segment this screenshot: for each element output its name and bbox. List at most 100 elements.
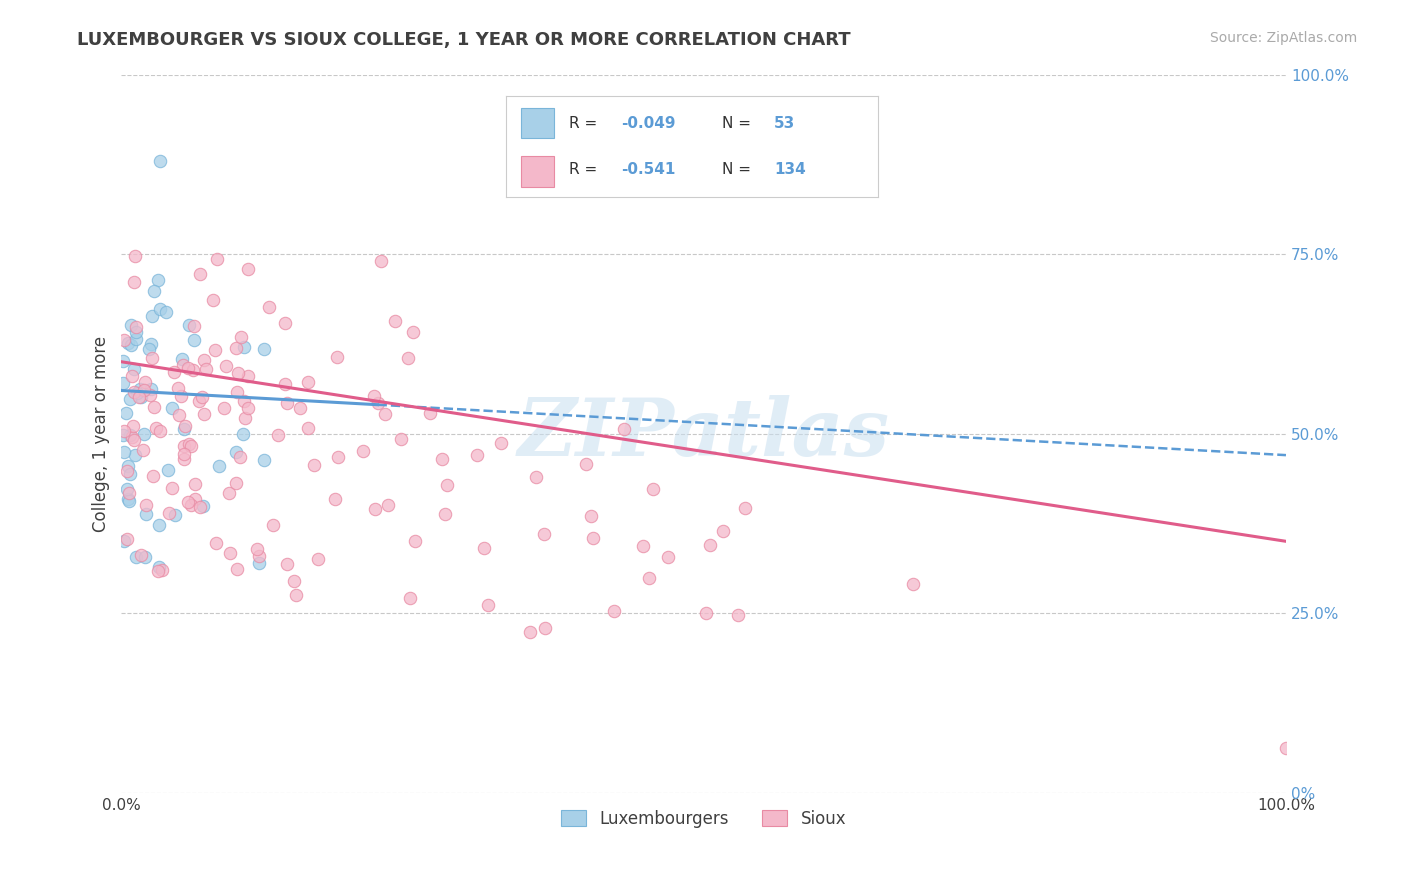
Point — [633, 539, 655, 553]
Point — [695, 606, 717, 620]
Point — [370, 254, 392, 268]
Point — [115, 482, 138, 496]
Point — [117, 492, 139, 507]
Point — [276, 396, 298, 410]
Point — [247, 556, 270, 570]
Point — [602, 604, 624, 618]
Point — [132, 383, 155, 397]
Point — [491, 436, 513, 450]
Point — [218, 486, 240, 500]
Text: ZIPatlas: ZIPatlas — [517, 395, 890, 473]
Point — [163, 365, 186, 379]
Point — [274, 376, 297, 391]
Point — [253, 453, 276, 467]
Point — [173, 447, 195, 461]
Point — [111, 353, 134, 368]
Point — [288, 401, 311, 415]
Point — [188, 500, 211, 514]
Point — [641, 483, 664, 497]
Point — [184, 492, 207, 507]
Point — [419, 406, 441, 420]
Point — [195, 361, 218, 376]
Point — [699, 538, 721, 552]
Point — [139, 388, 162, 402]
Point — [143, 401, 166, 415]
Point — [148, 559, 170, 574]
Point — [465, 448, 488, 462]
Point — [118, 392, 141, 407]
Point — [398, 591, 420, 605]
Point — [534, 621, 557, 635]
Point — [637, 572, 659, 586]
Point — [1275, 740, 1298, 755]
Point — [364, 501, 387, 516]
Point — [117, 532, 139, 546]
Point — [142, 284, 165, 298]
Point — [115, 464, 138, 478]
Point — [236, 401, 259, 415]
Point — [122, 418, 145, 433]
Point — [404, 533, 426, 548]
Point — [262, 517, 284, 532]
Point — [135, 508, 157, 522]
Point — [276, 558, 298, 572]
Point — [302, 458, 325, 472]
Point — [141, 309, 163, 323]
Point — [193, 407, 215, 421]
Point — [129, 548, 152, 562]
Point — [208, 458, 231, 473]
Text: Source: ZipAtlas.com: Source: ZipAtlas.com — [1209, 31, 1357, 45]
Point — [129, 390, 152, 404]
Point — [112, 333, 135, 347]
Point — [582, 531, 605, 545]
Point — [148, 517, 170, 532]
Point — [183, 333, 205, 347]
Point — [323, 491, 346, 506]
Point — [124, 332, 146, 346]
Point — [225, 385, 247, 400]
Point — [112, 376, 135, 391]
Point — [180, 498, 202, 512]
Point — [215, 359, 238, 374]
Point — [134, 549, 156, 564]
Point — [226, 366, 249, 380]
Point — [285, 588, 308, 602]
Point — [727, 607, 749, 622]
Point — [157, 506, 180, 520]
Point — [283, 574, 305, 588]
Point — [193, 352, 215, 367]
Point — [177, 361, 200, 376]
Point — [297, 376, 319, 390]
Point — [326, 350, 349, 364]
Point — [232, 427, 254, 442]
Point — [233, 393, 256, 408]
Point — [172, 352, 194, 367]
Point — [402, 325, 425, 339]
Point — [229, 450, 252, 464]
Point — [533, 526, 555, 541]
Point — [118, 428, 141, 442]
Point — [120, 338, 142, 352]
Point — [229, 330, 252, 344]
Point — [124, 249, 146, 263]
Point — [225, 476, 247, 491]
Point — [148, 153, 170, 168]
Point — [219, 545, 242, 559]
Point — [519, 624, 541, 639]
Point — [118, 467, 141, 481]
Point — [177, 495, 200, 509]
Point — [396, 351, 419, 365]
Point — [129, 382, 152, 396]
Point — [273, 316, 295, 330]
Point — [193, 500, 215, 514]
Point — [191, 390, 214, 404]
Point — [236, 262, 259, 277]
Point — [472, 541, 495, 555]
Point — [201, 293, 224, 307]
Point — [166, 380, 188, 394]
Point — [225, 562, 247, 576]
Point — [135, 498, 157, 512]
Point — [524, 470, 547, 484]
Point — [181, 363, 204, 377]
Y-axis label: College, 1 year or more: College, 1 year or more — [93, 335, 110, 532]
